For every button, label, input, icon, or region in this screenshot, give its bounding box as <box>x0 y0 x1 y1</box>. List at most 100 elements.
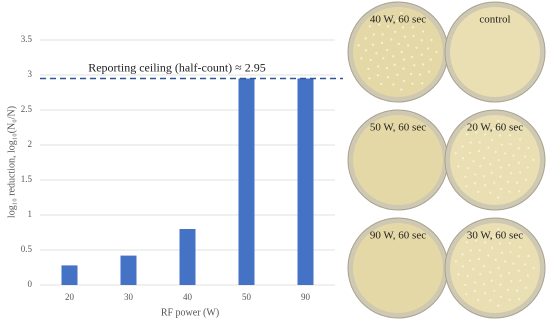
colony <box>497 158 500 162</box>
colony <box>466 274 469 278</box>
plate-label: 90 W, 60 sec <box>370 230 426 242</box>
colony <box>490 279 493 282</box>
colony <box>422 63 425 66</box>
colony <box>516 237 519 240</box>
colony <box>461 253 464 256</box>
colony <box>512 154 515 157</box>
colony <box>472 160 475 163</box>
colony <box>473 290 476 293</box>
colony <box>469 141 472 144</box>
colony <box>421 30 425 33</box>
colony <box>393 30 397 33</box>
plate-label: 50 W, 60 sec <box>370 122 426 134</box>
colony <box>401 26 405 29</box>
colony <box>518 246 522 249</box>
colony <box>382 57 385 60</box>
colony <box>508 134 512 137</box>
colony <box>517 147 520 150</box>
colony <box>504 152 507 155</box>
y-tick-label: 0.5 <box>21 244 33 254</box>
colony <box>477 190 480 193</box>
y-tick-label: 2 <box>28 139 33 149</box>
colony <box>377 65 380 68</box>
colony <box>387 76 390 79</box>
colony <box>490 246 494 249</box>
x-tick-label: 50 <box>242 292 252 302</box>
colony <box>497 227 500 231</box>
plate-label: control <box>479 14 510 26</box>
colony <box>396 73 399 76</box>
colony <box>512 262 515 265</box>
colony <box>499 283 502 286</box>
colony <box>357 44 360 47</box>
colony <box>420 53 423 56</box>
colony <box>397 42 400 45</box>
colony <box>494 258 497 261</box>
colony <box>498 134 502 137</box>
colony <box>380 82 383 85</box>
colony <box>489 163 492 166</box>
colony <box>526 166 529 169</box>
colony <box>500 143 504 146</box>
colony <box>400 50 403 54</box>
colony <box>400 88 403 91</box>
colony <box>427 70 431 73</box>
bar <box>179 229 196 285</box>
colony <box>371 43 375 46</box>
colony <box>509 250 512 254</box>
colony <box>454 152 457 155</box>
colony <box>515 289 519 292</box>
colony <box>407 44 410 47</box>
colony <box>464 283 467 286</box>
colony <box>457 273 460 276</box>
plate-agar <box>353 115 443 205</box>
colony <box>378 23 381 26</box>
colony <box>497 304 500 307</box>
colony <box>473 182 476 185</box>
y-tick-label: 3.5 <box>21 34 33 44</box>
colony <box>392 83 395 86</box>
colony <box>532 158 535 162</box>
colony <box>526 274 529 277</box>
colony <box>376 74 379 77</box>
colony <box>368 25 371 28</box>
colony <box>524 155 527 158</box>
colony <box>497 266 500 270</box>
colony <box>483 133 487 136</box>
colony <box>380 41 384 45</box>
bar <box>120 255 137 285</box>
colony <box>517 269 520 272</box>
x-axis-title: RF power (W) <box>161 307 219 318</box>
colony <box>386 49 389 52</box>
bar <box>297 78 314 285</box>
x-tick-label: 20 <box>65 292 75 302</box>
colony <box>489 191 492 194</box>
colony <box>497 196 500 199</box>
colony <box>372 33 375 36</box>
colony <box>519 279 522 282</box>
colony <box>499 175 502 178</box>
colony <box>484 123 487 126</box>
x-tick-label: 30 <box>124 292 134 302</box>
colony <box>489 299 492 302</box>
colony <box>411 82 414 85</box>
colony <box>411 26 415 29</box>
plate-agar <box>450 7 540 97</box>
colony <box>461 145 464 148</box>
colony <box>468 151 472 154</box>
colony <box>474 281 477 284</box>
colony <box>386 25 390 28</box>
colony <box>468 259 472 262</box>
colony <box>454 260 457 263</box>
colony <box>412 34 415 38</box>
y-tick-label: 3 <box>28 69 33 79</box>
y-tick-label: 2.5 <box>21 104 33 114</box>
y-tick-label: 0 <box>28 279 33 289</box>
colony <box>461 265 465 268</box>
colony <box>375 52 378 55</box>
colony <box>510 172 513 175</box>
colony <box>427 47 430 50</box>
colony <box>403 35 407 38</box>
colony <box>477 257 481 261</box>
